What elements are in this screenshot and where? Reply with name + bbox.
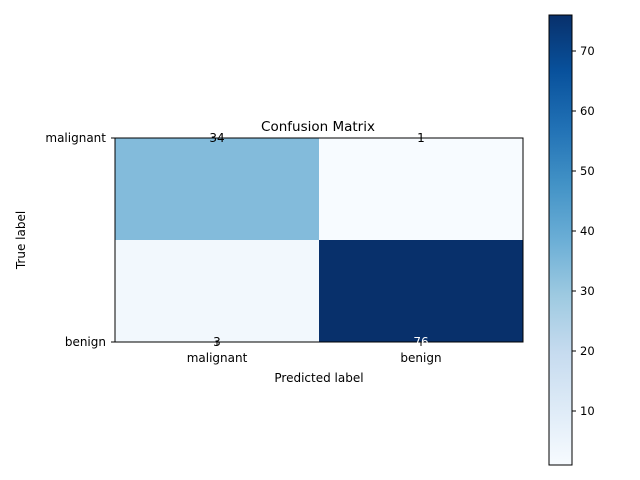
axis-ticks: malignant benign malignant benign <box>45 131 441 365</box>
y-axis-label: True label <box>14 211 28 270</box>
colorbar <box>548 14 573 466</box>
cell-value-label: 76 <box>413 335 428 349</box>
colorbar-tick-label: 10 <box>580 404 595 418</box>
colorbar-tick-label: 70 <box>580 44 595 58</box>
colorbar-tick-label: 50 <box>580 164 595 178</box>
cell-value-label: 1 <box>417 131 425 145</box>
colorbar-tick-label: 20 <box>580 344 595 358</box>
colorbar-ticks: 10 20 30 40 50 60 70 <box>572 44 595 418</box>
matrix-cells <box>115 138 523 342</box>
cell-value-label: 3 <box>213 335 221 349</box>
cell-value-label: 34 <box>209 131 224 145</box>
colorbar-tick-label: 60 <box>580 104 595 118</box>
plot-frame <box>114 137 524 343</box>
chart-title: Confusion Matrix <box>261 119 375 135</box>
matrix-cell <box>115 138 319 240</box>
y-tick-label: malignant <box>45 131 106 145</box>
cell-value-labels: 34 1 3 76 <box>209 131 428 349</box>
matrix-cell <box>115 240 319 342</box>
matrix-cell <box>319 138 523 240</box>
y-tick-label: benign <box>65 335 106 349</box>
matrix-cell <box>319 240 523 342</box>
x-tick-label: benign <box>400 351 441 365</box>
colorbar-tick-label: 40 <box>580 224 595 238</box>
colorbar-tick-label: 30 <box>580 284 595 298</box>
x-axis-label: Predicted label <box>274 371 363 385</box>
x-tick-label: malignant <box>187 351 248 365</box>
